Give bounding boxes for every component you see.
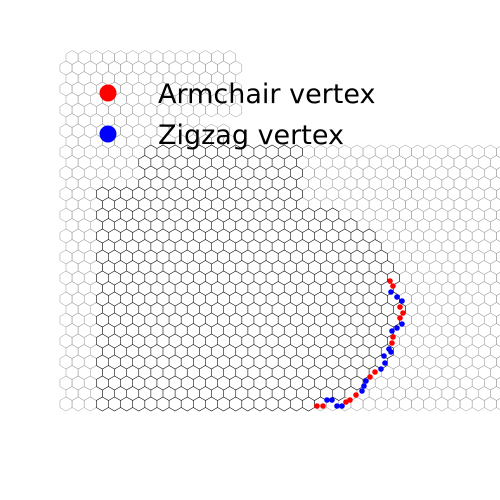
- zigzag-vertex-marker: [324, 397, 330, 403]
- zigzag-vertex-marker: [389, 328, 395, 334]
- armchair-vertex-marker: [320, 403, 326, 409]
- armchair-vertex-marker: [390, 334, 396, 340]
- legend-armchair-marker: [99, 84, 117, 102]
- armchair-vertex-marker: [397, 304, 403, 310]
- legend: Armchair vertex Zigzag vertex: [99, 79, 375, 151]
- edge-vertex-markers: [314, 278, 406, 409]
- zigzag-vertex-marker: [361, 383, 367, 389]
- zigzag-vertex-marker: [329, 397, 335, 403]
- legend-armchair-label: Armchair vertex: [158, 79, 375, 110]
- zigzag-vertex-marker: [378, 366, 384, 372]
- armchair-vertex-marker: [314, 403, 320, 409]
- armchair-vertex-marker: [372, 369, 378, 375]
- armchair-vertex-marker: [387, 278, 393, 284]
- faded-lattice-edges: [59, 50, 500, 412]
- main-lattice-edges: [96, 144, 406, 412]
- zigzag-vertex-marker: [334, 403, 340, 409]
- armchair-vertex-marker: [400, 310, 406, 316]
- zigzag-vertex-marker: [381, 353, 387, 359]
- zigzag-vertex-marker: [394, 294, 400, 300]
- armchair-vertex-marker: [397, 315, 403, 321]
- armchair-vertex-marker: [367, 374, 373, 380]
- armchair-vertex-marker: [389, 340, 395, 346]
- legend-zigzag-label: Zigzag vertex: [158, 120, 344, 151]
- zigzag-vertex-marker: [339, 403, 345, 409]
- zigzag-vertex-marker: [399, 298, 405, 304]
- zigzag-vertex-marker: [394, 325, 400, 331]
- zigzag-vertex-marker: [382, 360, 388, 366]
- main-hexagonal-lattice: [96, 144, 406, 412]
- zigzag-vertex-marker: [359, 388, 365, 394]
- zigzag-vertex-marker: [388, 349, 394, 355]
- zigzag-vertex-marker: [388, 289, 394, 295]
- zigzag-vertex-marker: [399, 321, 405, 327]
- armchair-vertex-marker: [343, 399, 349, 405]
- armchair-vertex-marker: [390, 283, 396, 289]
- faded-background-lattice: [59, 50, 500, 412]
- legend-zigzag-marker: [99, 125, 117, 143]
- zigzag-vertex-marker: [363, 378, 369, 384]
- armchair-vertex-marker: [353, 392, 359, 398]
